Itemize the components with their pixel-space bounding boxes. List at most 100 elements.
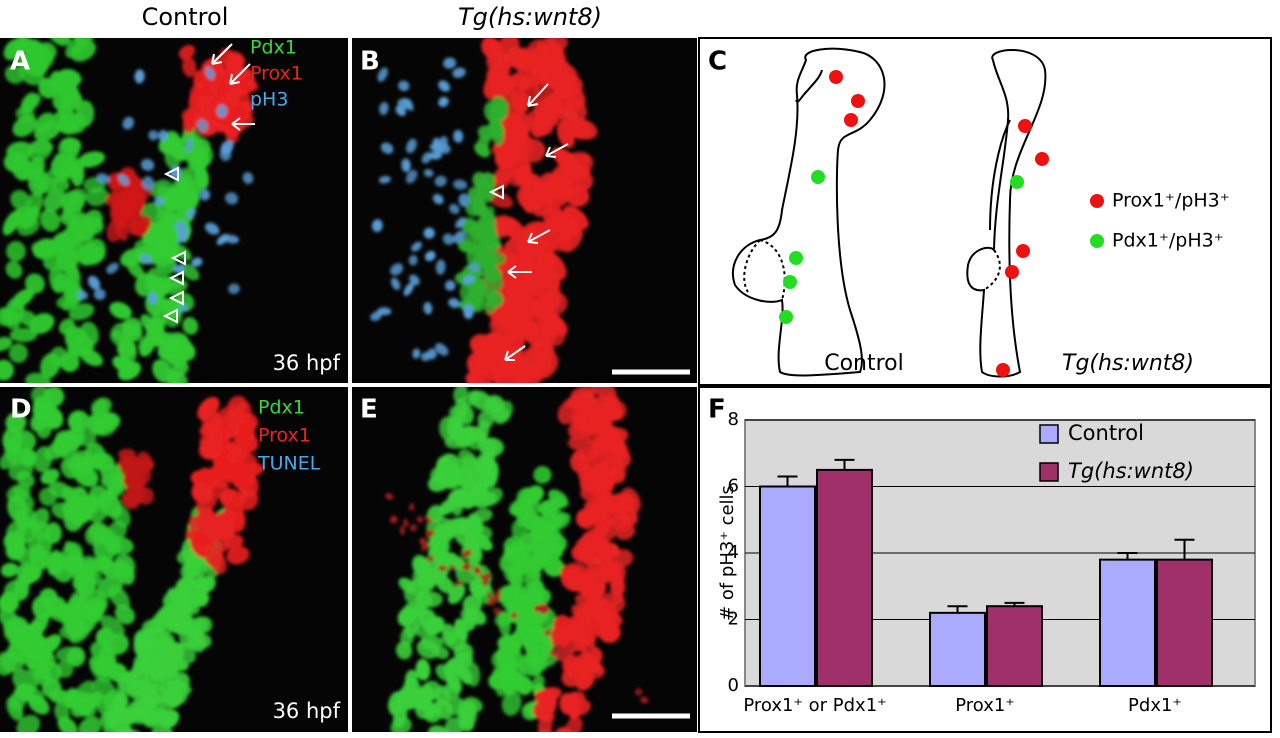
cell (398, 577, 417, 594)
cell (201, 411, 223, 433)
cell (78, 692, 95, 717)
cell (140, 314, 159, 335)
cell (64, 259, 80, 285)
cell (455, 565, 475, 584)
cell (444, 280, 456, 291)
cell (591, 387, 617, 400)
cell (173, 191, 189, 211)
cell (409, 524, 417, 532)
cell (539, 606, 550, 615)
cell (177, 228, 189, 243)
y-tick-label: 2 (728, 609, 739, 630)
cell (178, 304, 188, 313)
cell (219, 519, 234, 537)
cell (465, 662, 481, 687)
cell (182, 317, 199, 335)
cell (562, 691, 586, 709)
cell (140, 158, 155, 171)
cell (568, 641, 575, 648)
cell (533, 466, 552, 484)
cell (564, 645, 572, 653)
cell (225, 192, 239, 205)
cell (112, 692, 129, 711)
cell (118, 448, 137, 460)
cell (510, 612, 518, 619)
cell (485, 395, 505, 413)
cell (142, 176, 155, 191)
cell (178, 44, 196, 60)
cell (611, 434, 625, 458)
cell (420, 351, 431, 362)
cell (488, 109, 507, 123)
cell (459, 283, 473, 303)
cell (13, 546, 38, 566)
cell (465, 549, 472, 557)
x-tick-label: Prox1⁺ or Pdx1⁺ (743, 695, 886, 716)
cell (553, 726, 574, 732)
cell (419, 537, 427, 545)
cell (563, 205, 589, 230)
cell (139, 336, 155, 357)
stain-label: pH3 (250, 89, 288, 111)
cell (523, 298, 551, 318)
cell (423, 301, 433, 315)
cell (370, 311, 383, 321)
bar (816, 468, 873, 687)
cell (584, 508, 602, 526)
cell (479, 573, 487, 580)
cell (446, 415, 465, 441)
cell (195, 165, 210, 190)
cell (501, 690, 522, 716)
cell (480, 229, 498, 246)
cell (578, 654, 598, 672)
cell (542, 49, 566, 71)
cell (21, 55, 47, 77)
cell (197, 94, 215, 110)
cell (598, 609, 623, 627)
cell (19, 160, 43, 181)
cell (493, 607, 502, 615)
y-axis-label: # of pH3⁺ cells (717, 485, 738, 621)
cell (93, 288, 106, 301)
cell (411, 241, 422, 252)
cell (473, 566, 482, 575)
cell (493, 302, 516, 328)
cell (167, 643, 185, 667)
cell (120, 457, 136, 473)
cell (517, 612, 535, 634)
cell (52, 110, 80, 134)
cell (403, 282, 414, 296)
cell (577, 455, 591, 474)
cell (192, 138, 211, 156)
bar (1156, 558, 1213, 688)
cell (455, 217, 466, 229)
bar (986, 605, 1043, 688)
cell (96, 173, 110, 184)
cell (74, 468, 99, 487)
cell (66, 499, 86, 518)
cell (405, 669, 418, 688)
cell (109, 301, 132, 320)
cell (481, 578, 490, 587)
cell (435, 259, 446, 275)
cell (438, 96, 449, 108)
cell (462, 390, 481, 407)
cell (508, 49, 538, 73)
cell (148, 130, 159, 141)
cell (418, 608, 437, 629)
cell (100, 615, 125, 638)
cell (189, 589, 209, 608)
cell (50, 177, 70, 192)
bar (759, 485, 816, 687)
cell (557, 398, 581, 425)
cell (117, 361, 142, 381)
stain-label: Pdx1 (250, 37, 297, 59)
cell (85, 187, 109, 207)
cell (97, 556, 118, 579)
cell (106, 262, 119, 274)
cell (16, 714, 41, 732)
cell (428, 151, 443, 160)
cell (565, 185, 590, 207)
cell (417, 591, 443, 608)
cell (78, 716, 102, 732)
